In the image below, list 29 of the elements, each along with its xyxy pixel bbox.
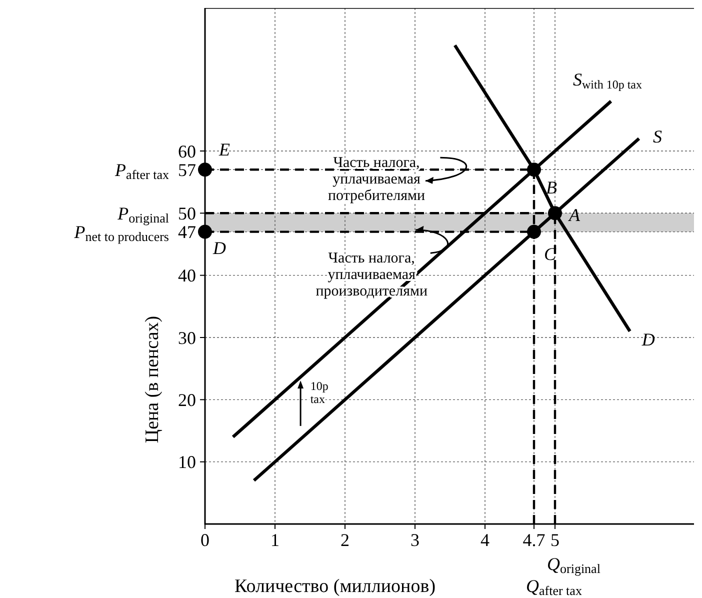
- y-tick-label: 60: [178, 141, 196, 162]
- text: Q$_{original}$: [547, 554, 601, 576]
- y-tick-label: 20: [178, 390, 196, 410]
- y-tick-label: 57: [178, 160, 196, 180]
- y-tick-label: 47: [178, 222, 196, 242]
- x-tick-label: 2: [340, 530, 350, 550]
- x-tick-label: 4.7: [522, 530, 546, 550]
- series-label: S: [653, 126, 662, 147]
- annotation: D: [212, 238, 226, 258]
- annotation: Часть налога, уплачиваемая потребителями: [328, 155, 426, 204]
- x-tick-label: 1: [270, 530, 280, 550]
- text: P$_{after tax}$: [114, 160, 170, 182]
- x-tick-label: 0: [200, 530, 210, 550]
- x-tick-label: 5: [550, 530, 560, 550]
- x-tick-label: 3: [410, 530, 420, 550]
- annotation: A: [568, 205, 581, 226]
- y-tick-label: 50: [178, 203, 196, 224]
- series-label: D: [640, 329, 655, 350]
- text: Q$_{after tax}$: [526, 576, 582, 598]
- y-tick-label: 30: [178, 328, 196, 348]
- x-tick-label: 4: [480, 530, 490, 550]
- y-tick-label: 10: [178, 452, 196, 472]
- series-label: S$_{with 10p tax}$: [573, 69, 642, 92]
- y-tick-label: 40: [178, 266, 196, 286]
- x-axis-title: Количество (миллионов): [234, 576, 436, 597]
- y-axis-title: Цена (в пенсах): [142, 316, 163, 444]
- annotation: 10p tax: [310, 379, 328, 406]
- annotation: E: [218, 140, 230, 160]
- annotation: B: [546, 178, 557, 198]
